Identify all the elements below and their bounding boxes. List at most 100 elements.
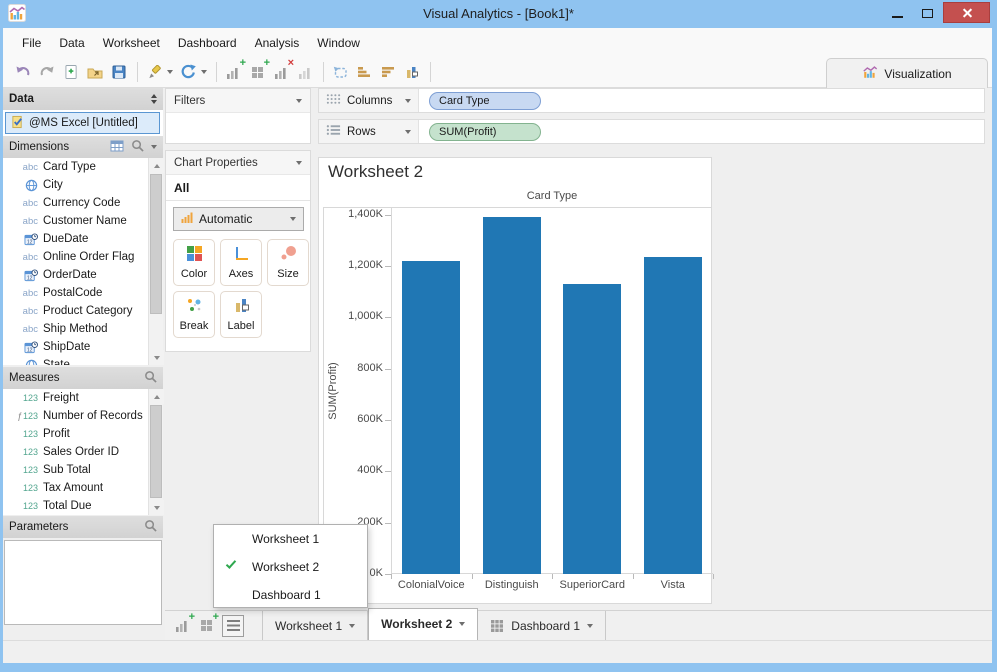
filters-card: Filters <box>165 88 311 144</box>
sheet-list-button[interactable] <box>222 614 244 637</box>
refresh-button[interactable] <box>177 61 199 83</box>
search-icon[interactable] <box>131 139 144 155</box>
field-item[interactable]: 123 Sub Total <box>3 461 163 479</box>
scroll-down-icon[interactable] <box>149 500 164 515</box>
menu-list-icon <box>226 620 240 631</box>
menu-file[interactable]: File <box>22 35 42 50</box>
size-button[interactable]: Size <box>267 239 309 286</box>
close-button[interactable] <box>943 2 990 23</box>
sheet-menu-item[interactable]: Worksheet 2 <box>214 553 367 581</box>
duplicate-worksheet-button[interactable] <box>294 61 316 83</box>
label-button[interactable]: Label <box>220 291 262 338</box>
tab-worksheet-2[interactable]: Worksheet 2 <box>368 607 479 641</box>
field-item[interactable]: abc Online Order Flag <box>3 248 163 266</box>
search-icon[interactable] <box>144 519 157 535</box>
title-bar: Visual Analytics - [Book1]* <box>0 0 997 28</box>
field-item[interactable]: State <box>3 356 163 365</box>
all-marks-row[interactable]: All <box>166 175 310 201</box>
new-workbook-button[interactable] <box>60 61 82 83</box>
field-item[interactable]: 12 ShipDate <box>3 338 163 356</box>
menu-analysis[interactable]: Analysis <box>254 35 300 50</box>
rows-shelf[interactable]: Rows SUM(Profit) <box>318 119 985 144</box>
sort-ascending-button[interactable] <box>353 61 375 83</box>
chevron-down-icon[interactable] <box>296 160 302 165</box>
menu-worksheet[interactable]: Worksheet <box>102 35 160 50</box>
dimensions-menu-icon[interactable] <box>151 145 157 149</box>
swap-axes-button[interactable] <box>329 61 351 83</box>
rows-shelf-label[interactable]: Rows <box>319 120 419 143</box>
chevron-down-icon[interactable] <box>405 98 411 103</box>
tab-worksheet-1[interactable]: Worksheet 1 <box>262 610 369 641</box>
color-button[interactable]: Color <box>173 239 215 286</box>
data-connection-item[interactable]: @MS Excel [Untitled] <box>5 112 160 134</box>
field-item[interactable]: 123 Profit <box>3 425 163 443</box>
menu-dashboard[interactable]: Dashboard <box>177 35 237 50</box>
refresh-dropdown-icon[interactable] <box>201 70 207 74</box>
redo-button[interactable] <box>36 61 58 83</box>
measures-scrollbar[interactable] <box>148 389 164 515</box>
sort-descending-button[interactable] <box>377 61 399 83</box>
mark-type-select[interactable]: Automatic <box>173 207 304 231</box>
field-item[interactable]: 123 Sales Order ID <box>3 443 163 461</box>
field-item[interactable]: 12 DueDate <box>3 230 163 248</box>
sheet-menu-item[interactable]: Worksheet 1 <box>214 525 367 553</box>
field-item[interactable]: 123 Freight <box>3 389 163 407</box>
scrollbar-thumb[interactable] <box>150 174 162 314</box>
collapse-expand-icon[interactable] <box>151 94 157 104</box>
undo-button[interactable] <box>12 61 34 83</box>
show-labels-button[interactable] <box>401 61 423 83</box>
search-icon[interactable] <box>144 370 157 386</box>
bar-SuperiorCard[interactable] <box>563 283 622 574</box>
menu-data[interactable]: Data <box>59 35 85 50</box>
new-dashboard-tab-button[interactable]: + <box>195 611 219 637</box>
new-worksheet-button[interactable]: + <box>222 58 246 83</box>
chevron-down-icon[interactable] <box>405 129 411 134</box>
chevron-down-icon[interactable] <box>459 622 466 626</box>
bar-ColonialVoice[interactable] <box>402 260 461 574</box>
maximize-button[interactable] <box>913 4 941 23</box>
chevron-down-icon[interactable] <box>296 98 302 103</box>
break-button[interactable]: Break <box>173 291 215 338</box>
field-item[interactable]: ƒ123 Number of Records <box>3 407 163 425</box>
new-dashboard-button[interactable]: + <box>246 58 270 83</box>
columns-shelf-label[interactable]: Columns <box>319 89 419 112</box>
field-item[interactable]: abc PostalCode <box>3 284 163 302</box>
chevron-down-icon[interactable] <box>587 623 594 628</box>
chart-properties-header[interactable]: Chart Properties <box>166 151 310 175</box>
new-worksheet-tab-button[interactable]: + <box>171 611 195 637</box>
field-item[interactable]: 12 OrderDate <box>3 266 163 284</box>
minimize-button[interactable] <box>883 4 911 23</box>
clear-worksheet-button[interactable]: × <box>270 58 294 83</box>
sheet-menu-item[interactable]: Dashboard 1 <box>214 581 367 609</box>
bar-Vista[interactable] <box>643 257 702 574</box>
connect-data-button[interactable] <box>143 61 165 83</box>
field-item[interactable]: 123 Tax Amount <box>3 479 163 497</box>
field-item[interactable]: 123 Total Due <box>3 497 163 515</box>
svg-text:12: 12 <box>27 275 33 281</box>
scroll-up-icon[interactable] <box>149 158 164 173</box>
dimensions-scrollbar[interactable] <box>148 158 164 365</box>
view-data-table-icon[interactable] <box>110 140 124 155</box>
axes-button[interactable]: Axes <box>220 239 262 286</box>
columns-pill-card-type[interactable]: Card Type <box>429 92 541 110</box>
scroll-down-icon[interactable] <box>149 350 164 365</box>
field-item[interactable]: abc Customer Name <box>3 212 163 230</box>
columns-shelf[interactable]: Columns Card Type <box>318 88 985 113</box>
bar-Distinguish[interactable] <box>482 217 541 574</box>
menu-window[interactable]: Window <box>317 35 360 50</box>
field-item[interactable]: abc Product Category <box>3 302 163 320</box>
tab-dashboard-1[interactable]: Dashboard 1 <box>478 610 607 641</box>
connect-data-dropdown-icon[interactable] <box>167 70 173 74</box>
open-button[interactable] <box>84 61 106 83</box>
scrollbar-thumb[interactable] <box>150 405 162 498</box>
chevron-down-icon[interactable] <box>349 623 356 628</box>
visualization-tab[interactable]: Visualization <box>826 58 988 88</box>
field-item[interactable]: abc Ship Method <box>3 320 163 338</box>
field-item[interactable]: abc Card Type <box>3 158 163 176</box>
filters-card-header[interactable]: Filters <box>166 89 310 113</box>
save-button[interactable] <box>108 61 130 83</box>
scroll-up-icon[interactable] <box>149 389 164 404</box>
field-item[interactable]: City <box>3 176 163 194</box>
field-item[interactable]: abc Currency Code <box>3 194 163 212</box>
rows-pill-sum-profit[interactable]: SUM(Profit) <box>429 123 541 141</box>
